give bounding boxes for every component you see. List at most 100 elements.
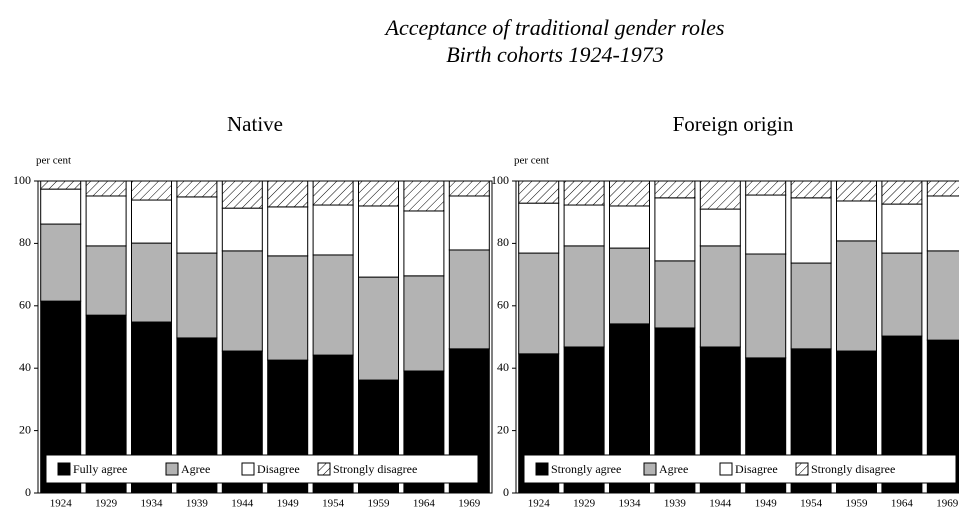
bar-segment bbox=[267, 180, 309, 208]
bar-segment bbox=[926, 195, 959, 252]
panel-title: Native bbox=[227, 112, 283, 136]
bar-segment bbox=[518, 202, 560, 254]
bar-segment bbox=[926, 250, 959, 341]
bar-segment bbox=[836, 200, 877, 242]
plot-frame bbox=[37, 180, 493, 494]
bar-segment bbox=[131, 199, 172, 244]
legend-label: Agree bbox=[659, 462, 688, 476]
bar-segment bbox=[881, 252, 923, 337]
legend-swatch bbox=[57, 462, 71, 476]
plot-frame bbox=[515, 180, 959, 494]
bar-segment bbox=[448, 195, 490, 251]
panel-title: Foreign origin bbox=[673, 112, 794, 136]
y-tick-label: 60 bbox=[497, 298, 509, 312]
bar-segment bbox=[609, 180, 650, 207]
legend-swatch bbox=[719, 462, 733, 476]
bar-segment bbox=[85, 245, 127, 316]
y-tick-label: 20 bbox=[19, 422, 31, 436]
legend-swatch bbox=[643, 462, 657, 476]
x-tick-label: 1944 bbox=[709, 498, 732, 510]
bar-segment bbox=[926, 180, 959, 197]
bar-segment bbox=[448, 180, 490, 197]
bar-segment bbox=[221, 180, 263, 209]
legend-swatch bbox=[795, 462, 809, 476]
bar-segment bbox=[654, 180, 696, 199]
chart-title: Acceptance of traditional gender roles bbox=[384, 15, 725, 40]
bar-segment bbox=[745, 180, 787, 196]
bar-segment bbox=[176, 196, 218, 254]
bar-segment bbox=[790, 197, 832, 264]
x-tick-label: 1969 bbox=[458, 498, 481, 510]
x-tick-label: 1924 bbox=[528, 498, 551, 510]
chart-subtitle: Birth cohorts 1924-1973 bbox=[446, 42, 664, 67]
y-tick-label: 60 bbox=[19, 298, 31, 312]
x-tick-label: 1959 bbox=[368, 498, 391, 510]
bar-segment bbox=[609, 247, 650, 325]
x-tick-label: 1959 bbox=[846, 498, 869, 510]
legend-label: Agree bbox=[181, 462, 210, 476]
bar-segment bbox=[881, 203, 923, 254]
y-tick-label: 20 bbox=[497, 422, 509, 436]
bar-segment bbox=[654, 260, 696, 329]
bar-segment bbox=[85, 180, 127, 197]
bar-segment bbox=[836, 240, 877, 352]
bar-segment bbox=[176, 252, 218, 339]
bar-segment bbox=[518, 252, 560, 355]
x-tick-label: 1954 bbox=[322, 498, 345, 510]
bar-segment bbox=[881, 180, 923, 205]
bar-segment bbox=[176, 180, 218, 198]
x-tick-label: 1964 bbox=[413, 498, 436, 510]
bar-segment bbox=[221, 207, 263, 252]
bar-segment bbox=[131, 242, 172, 323]
y-tick-label: 0 bbox=[503, 485, 509, 499]
bar-segment bbox=[563, 245, 605, 348]
x-tick-label: 1969 bbox=[936, 498, 959, 510]
x-tick-label: 1939 bbox=[186, 498, 209, 510]
x-tick-label: 1929 bbox=[95, 498, 118, 510]
bar-segment bbox=[699, 208, 741, 247]
bar-segment bbox=[40, 180, 82, 190]
x-tick-label: 1944 bbox=[231, 498, 254, 510]
bar-segment bbox=[312, 180, 354, 206]
bar-segment bbox=[358, 276, 399, 381]
y-tick-label: 40 bbox=[19, 360, 31, 374]
bar-segment bbox=[609, 205, 650, 249]
x-tick-label: 1964 bbox=[891, 498, 914, 510]
x-tick-label: 1934 bbox=[141, 498, 164, 510]
legend-label: Disagree bbox=[257, 462, 300, 476]
bar-segment bbox=[358, 205, 399, 278]
legend-label: Strongly disagree bbox=[811, 462, 895, 476]
bar-segment bbox=[836, 180, 877, 202]
bar-segment bbox=[699, 245, 741, 348]
x-tick-label: 1954 bbox=[800, 498, 823, 510]
bar-segment bbox=[699, 180, 741, 210]
bar-segment bbox=[267, 206, 309, 257]
legend-swatch bbox=[165, 462, 179, 476]
bar-segment bbox=[221, 250, 263, 352]
bar-segment bbox=[312, 254, 354, 356]
bar-segment bbox=[85, 195, 127, 247]
bar-segment bbox=[745, 253, 787, 359]
x-tick-label: 1924 bbox=[50, 498, 73, 510]
bar-segment bbox=[790, 262, 832, 350]
bar-segment bbox=[358, 180, 399, 207]
y-tick-label: 40 bbox=[497, 360, 509, 374]
y-tick-label: 80 bbox=[19, 235, 31, 249]
bar-segment bbox=[40, 188, 82, 225]
bar-segment bbox=[448, 249, 490, 350]
legend-label: Fully agree bbox=[73, 462, 127, 476]
y-tick-label: 100 bbox=[491, 173, 509, 187]
bar-segment bbox=[312, 204, 354, 256]
legend-label: Strongly disagree bbox=[333, 462, 417, 476]
x-tick-label: 1934 bbox=[619, 498, 642, 510]
bar-segment bbox=[267, 255, 309, 361]
bar-segment bbox=[745, 194, 787, 255]
y-tick-label: 100 bbox=[13, 173, 31, 187]
y-tick-label: 0 bbox=[25, 485, 31, 499]
bar-segment bbox=[131, 180, 172, 201]
legend-swatch bbox=[241, 462, 255, 476]
y-axis-label: per cent bbox=[36, 155, 71, 167]
bar-segment bbox=[403, 180, 445, 212]
bar-segment bbox=[790, 180, 832, 199]
